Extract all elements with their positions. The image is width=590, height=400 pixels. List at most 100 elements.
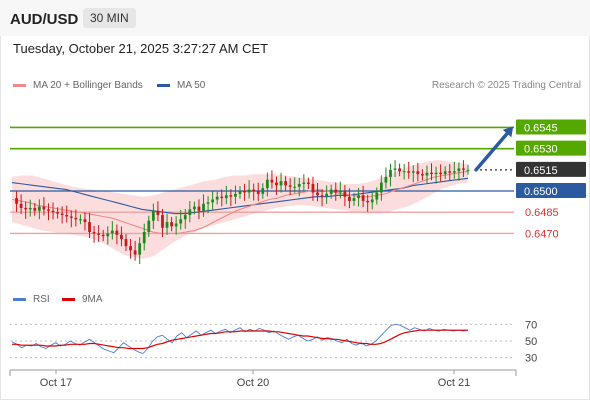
candle-body — [307, 182, 310, 184]
candle-body — [74, 217, 78, 220]
credit-text: Research © 2025 Trading Central — [431, 80, 581, 91]
candle-body — [238, 191, 242, 194]
candle-body — [462, 168, 465, 170]
candle-body — [188, 209, 192, 216]
candle-body — [379, 182, 383, 193]
level-tag-0.6545 — [516, 119, 586, 135]
candle-body — [83, 219, 87, 223]
candle-body — [407, 171, 411, 173]
candle-body — [288, 185, 292, 187]
projection-arrow-shaft — [474, 130, 510, 172]
candle-body — [247, 189, 251, 193]
candle-body — [129, 246, 132, 251]
candle-body — [284, 181, 287, 186]
candle-body — [124, 239, 128, 247]
candle-body — [316, 192, 319, 196]
legend-rsi-label: RSI — [33, 294, 50, 305]
candle-body — [302, 182, 306, 184]
level-tag-0.6515 — [516, 161, 586, 177]
candle-body — [256, 191, 260, 194]
candle-body — [115, 230, 119, 235]
candle-body — [19, 203, 23, 208]
candle-body — [398, 168, 401, 172]
symbol-title: AUD/USD — [10, 11, 79, 28]
candle-body — [243, 191, 246, 193]
candle-body — [197, 206, 201, 211]
x-tick-label-oct-17: Oct 17 — [40, 377, 72, 389]
candle-body — [425, 172, 429, 176]
candle-body — [142, 231, 146, 244]
candle-body — [234, 193, 237, 197]
legend-ma50: MA 50 — [157, 80, 205, 91]
legend-9ma-label: 9MA — [82, 294, 103, 305]
legend-rsi: RSI — [13, 294, 50, 305]
candle-body — [37, 206, 41, 211]
legend-9ma-swatch — [62, 298, 75, 301]
candle-body — [174, 223, 178, 227]
candle-body — [293, 186, 297, 188]
candle-body — [60, 213, 64, 216]
legend-ma20-swatch — [13, 84, 26, 87]
candle-body — [161, 215, 164, 228]
candle-body — [106, 233, 110, 237]
x-tick-label-oct-20: Oct 20 — [237, 377, 269, 389]
candle-body — [156, 210, 160, 216]
timestamp: Tuesday, October 21, 2025 3:27:27 AM CET — [13, 41, 269, 56]
candle-body — [147, 220, 151, 232]
candle-body — [320, 195, 324, 197]
candle-body — [56, 212, 59, 214]
x-tick-label-oct-21: Oct 21 — [438, 377, 470, 389]
level-tag-0.6500 — [516, 183, 586, 199]
candle-body — [33, 207, 37, 211]
ma20-line — [11, 170, 469, 234]
candle-body — [443, 171, 447, 175]
candle-body — [28, 207, 32, 210]
level-tag-0.6530 — [516, 140, 586, 156]
candle-body — [297, 183, 301, 187]
candle-body — [133, 250, 137, 255]
legend-rsi-swatch — [13, 298, 26, 301]
candle-body — [211, 199, 215, 203]
candle-body — [165, 222, 169, 228]
rsi-tick-label-30: 30 — [525, 353, 537, 365]
candle-body — [170, 222, 173, 227]
level-label-0.6500: 0.6500 — [524, 186, 558, 198]
candle-body — [120, 234, 123, 240]
candle-body — [416, 171, 420, 175]
candle-body — [338, 191, 342, 193]
legend-ma20-bollinger: MA 20 + Bollinger Bands — [13, 80, 143, 91]
candle-body — [389, 169, 392, 177]
candle-body — [348, 196, 351, 201]
candle-body — [101, 234, 105, 237]
candle-body — [183, 215, 187, 220]
timeframe-badge[interactable]: 30 MIN — [83, 8, 136, 28]
rsi-tick-label-50: 50 — [525, 336, 537, 348]
rsi-line-9ma — [12, 329, 468, 350]
candle-body — [430, 172, 433, 175]
candle-body — [270, 179, 274, 183]
candle-body — [357, 195, 360, 199]
candle-body — [421, 174, 424, 176]
candle-body — [47, 209, 50, 211]
candle-body — [448, 171, 452, 173]
candle-body — [402, 171, 406, 173]
level-label-0.6530: 0.6530 — [524, 144, 558, 156]
candle-body — [220, 196, 224, 199]
candle-body — [261, 188, 265, 194]
candle-body — [452, 171, 456, 173]
candle-body — [202, 203, 205, 211]
legend-9ma: 9MA — [62, 294, 103, 305]
candle-body — [206, 202, 210, 204]
level-label-0.6545: 0.6545 — [524, 122, 558, 134]
candle-body — [375, 192, 379, 200]
candle-body — [366, 200, 370, 203]
candle-body — [361, 195, 365, 201]
candle-body — [393, 168, 397, 170]
ma50-line — [11, 177, 469, 215]
candle-body — [229, 195, 233, 197]
level-label-0.6485: 0.6485 — [525, 207, 559, 219]
projection-arrow-head — [502, 126, 514, 138]
candle-body — [92, 231, 96, 234]
candle-body — [42, 206, 46, 210]
candle-body — [65, 215, 69, 217]
